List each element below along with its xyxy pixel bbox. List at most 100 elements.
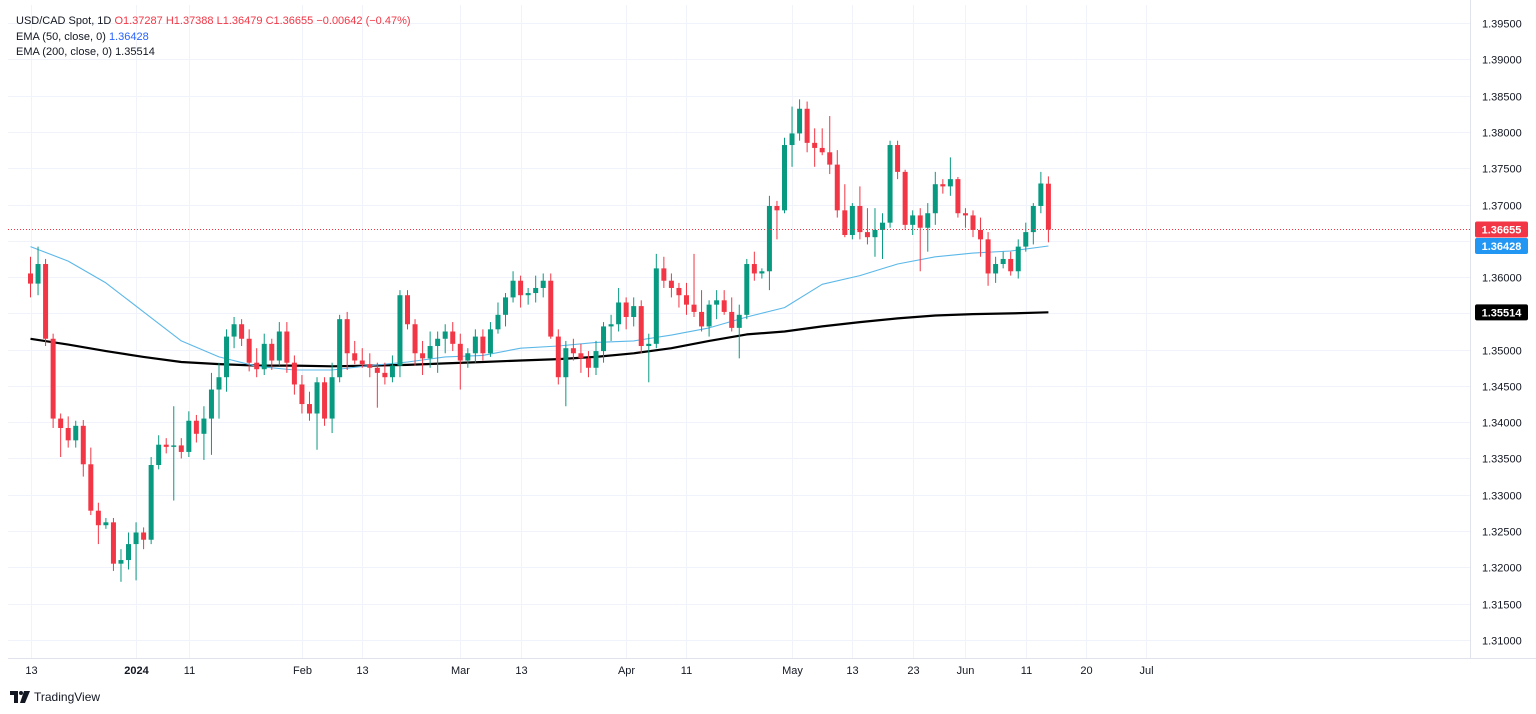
candle[interactable] — [993, 256, 999, 283]
candle[interactable] — [857, 186, 863, 240]
candle[interactable] — [676, 282, 682, 308]
candle[interactable] — [1000, 251, 1006, 269]
candle[interactable] — [412, 319, 418, 366]
candle[interactable] — [510, 271, 516, 303]
candle[interactable] — [827, 116, 833, 175]
candle[interactable] — [638, 300, 644, 354]
candle[interactable] — [729, 297, 735, 332]
candle[interactable] — [925, 203, 931, 252]
candle[interactable] — [35, 246, 41, 296]
candle[interactable] — [518, 275, 524, 308]
candle[interactable] — [978, 217, 984, 257]
candle[interactable] — [405, 290, 410, 330]
candle[interactable] — [668, 273, 674, 298]
candle[interactable] — [1015, 239, 1021, 279]
candle[interactable] — [110, 517, 116, 571]
candle[interactable] — [880, 213, 886, 259]
candle[interactable] — [766, 195, 772, 291]
candle[interactable] — [932, 171, 938, 225]
candle[interactable] — [133, 522, 139, 581]
candle[interactable] — [465, 348, 471, 368]
candle[interactable] — [43, 258, 49, 347]
candle[interactable] — [555, 329, 561, 385]
candle[interactable] — [261, 333, 267, 376]
candle[interactable] — [80, 420, 86, 477]
candle[interactable] — [540, 273, 546, 298]
candle[interactable] — [322, 377, 328, 426]
candle[interactable] — [299, 375, 305, 414]
candle[interactable] — [156, 435, 162, 470]
candle[interactable] — [231, 316, 237, 349]
candle[interactable] — [1045, 176, 1051, 243]
candle[interactable] — [163, 438, 169, 454]
candle[interactable] — [141, 527, 147, 550]
candle[interactable] — [503, 293, 509, 327]
candle[interactable] — [985, 232, 991, 286]
candle[interactable] — [495, 302, 501, 334]
ema200-label[interactable]: EMA (200, close, 0) — [16, 46, 112, 58]
candle[interactable] — [812, 128, 818, 167]
ohlc-row[interactable]: USD/CAD Spot, 1D O1.37287 H1.37388 L1.36… — [16, 14, 411, 30]
candle[interactable] — [797, 99, 803, 141]
candle[interactable] — [623, 297, 629, 330]
candle[interactable] — [608, 314, 614, 341]
candle[interactable] — [224, 329, 230, 392]
candle[interactable] — [306, 391, 312, 421]
candle[interactable] — [525, 287, 531, 305]
candle[interactable] — [1030, 203, 1036, 245]
candle[interactable] — [284, 322, 290, 373]
candle[interactable] — [65, 416, 71, 448]
candle[interactable] — [208, 372, 214, 455]
candle[interactable] — [246, 329, 252, 372]
candle[interactable] — [148, 457, 154, 545]
candle[interactable] — [186, 411, 192, 458]
candle[interactable] — [691, 253, 697, 317]
candle[interactable] — [887, 140, 893, 228]
candle[interactable] — [563, 340, 569, 407]
candle[interactable] — [216, 362, 222, 419]
candle[interactable] — [593, 340, 599, 376]
candle[interactable] — [329, 362, 335, 434]
candle[interactable] — [291, 355, 297, 395]
candle[interactable] — [661, 256, 667, 288]
candle[interactable] — [910, 210, 916, 236]
candle[interactable] — [28, 256, 33, 298]
candle[interactable] — [947, 157, 953, 196]
candle[interactable] — [103, 517, 109, 529]
candle[interactable] — [1008, 251, 1014, 276]
candle[interactable] — [714, 290, 720, 320]
candle[interactable] — [962, 208, 968, 228]
candle[interactable] — [683, 282, 689, 315]
candle[interactable] — [631, 297, 637, 327]
candle[interactable] — [344, 311, 350, 370]
candle[interactable] — [50, 333, 56, 428]
candle[interactable] — [367, 353, 373, 378]
candle[interactable] — [374, 362, 380, 408]
candle[interactable] — [337, 314, 343, 383]
candle[interactable] — [95, 502, 101, 545]
candle[interactable] — [382, 362, 388, 385]
candle[interactable] — [480, 329, 486, 361]
candle[interactable] — [789, 106, 795, 167]
candle[interactable] — [917, 208, 923, 272]
candle[interactable] — [842, 184, 848, 238]
candle[interactable] — [201, 406, 207, 460]
candle[interactable] — [427, 331, 433, 368]
candle[interactable] — [171, 406, 177, 501]
candle[interactable] — [616, 287, 622, 332]
candle[interactable] — [435, 331, 441, 373]
candle[interactable] — [759, 268, 765, 279]
candle[interactable] — [864, 208, 870, 245]
candle[interactable] — [970, 210, 976, 238]
candle[interactable] — [1023, 222, 1029, 252]
candle[interactable] — [940, 179, 946, 194]
candle[interactable] — [450, 322, 456, 352]
candle[interactable] — [487, 322, 493, 357]
candle[interactable] — [955, 176, 961, 218]
candle[interactable] — [872, 208, 878, 257]
candle[interactable] — [58, 413, 64, 458]
candle[interactable] — [834, 150, 840, 218]
candle[interactable] — [193, 414, 199, 443]
candle[interactable] — [239, 319, 245, 347]
